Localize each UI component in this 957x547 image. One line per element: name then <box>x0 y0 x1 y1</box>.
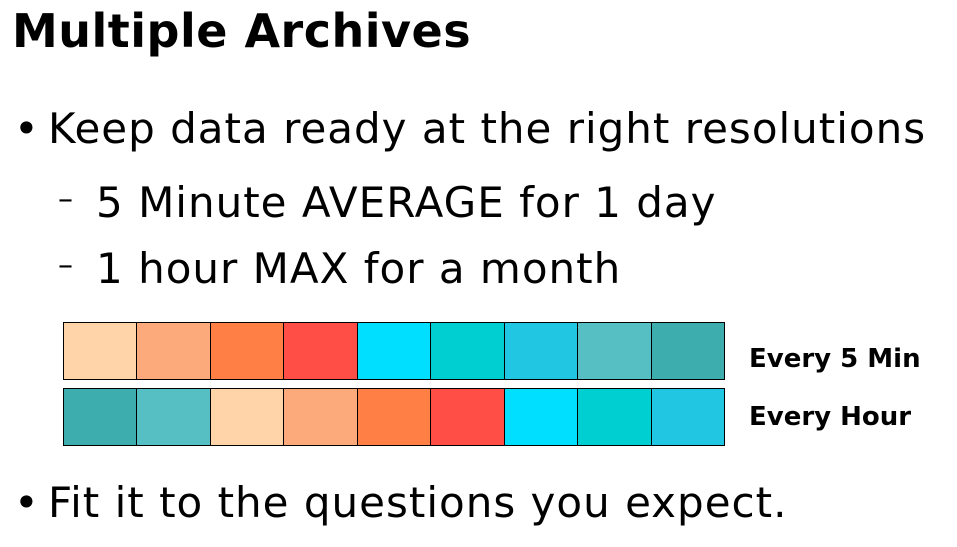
archive-slot <box>284 389 358 445</box>
sub-bullet-2: –1 hour MAX for a month <box>58 244 621 293</box>
bullet-text: Keep data ready at the right resolutions <box>48 104 927 153</box>
archive-slot <box>431 389 505 445</box>
sub-bullet-1: –5 Minute AVERAGE for 1 day <box>58 178 717 227</box>
slide-title: Multiple Archives <box>12 4 472 58</box>
archive-slot <box>651 323 724 379</box>
archive-slot <box>137 323 211 379</box>
archive-slot <box>64 323 138 379</box>
archive-slot <box>210 389 285 445</box>
archive-slot <box>137 389 211 445</box>
archive-strip-5min <box>63 322 725 380</box>
archive-slot <box>651 389 724 445</box>
archive-slot <box>210 323 285 379</box>
archive-slot <box>578 389 652 445</box>
archive-slot <box>64 389 138 445</box>
bullet-text: Fit it to the questions you expect. <box>48 478 788 527</box>
sub-bullet-text: 1 hour MAX for a month <box>96 244 622 293</box>
bullet-2: • Fit it to the questions you expect. <box>14 478 787 527</box>
bullet-marker: • <box>14 104 40 153</box>
archive-slot <box>357 389 432 445</box>
sub-bullet-text: 5 Minute AVERAGE for 1 day <box>96 178 717 227</box>
archive-slot <box>504 323 579 379</box>
strip-label-5min: Every 5 Min <box>749 344 921 374</box>
archive-slot <box>578 323 652 379</box>
sub-bullet-marker: – <box>58 248 74 283</box>
archive-slot <box>504 389 579 445</box>
archive-slot <box>284 323 358 379</box>
archive-slot <box>357 323 432 379</box>
strip-label-hour: Every Hour <box>749 402 912 432</box>
archive-slot <box>431 323 505 379</box>
archive-strip-hour <box>63 388 725 446</box>
bullet-1: • Keep data ready at the right resolution… <box>14 104 926 153</box>
bullet-marker: • <box>14 478 40 527</box>
sub-bullet-marker: – <box>58 182 74 217</box>
